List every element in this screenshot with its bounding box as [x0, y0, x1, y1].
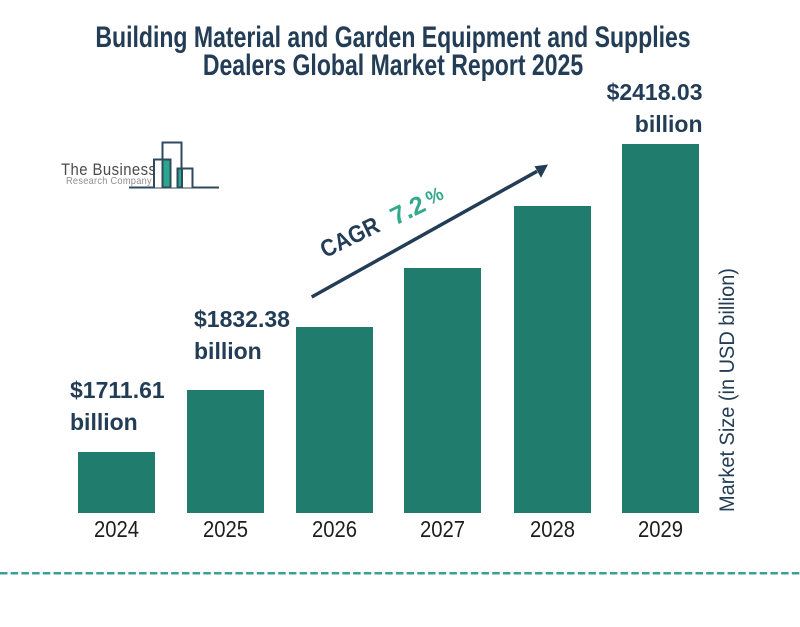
svg-text:7.2: 7.2	[386, 190, 430, 231]
svg-text:CAGR: CAGR	[316, 212, 384, 264]
svg-text:%: %	[422, 183, 447, 210]
